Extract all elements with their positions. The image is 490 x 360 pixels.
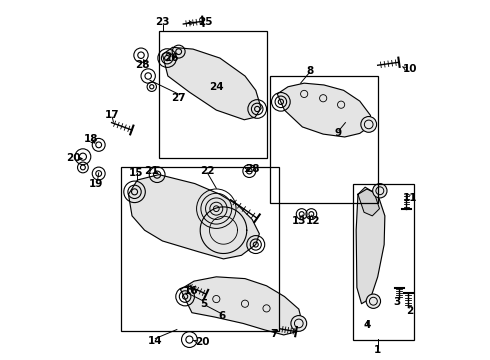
Text: 21: 21 (145, 166, 159, 176)
Text: 15: 15 (128, 168, 143, 178)
Circle shape (373, 184, 387, 198)
Text: 18: 18 (84, 134, 98, 144)
Text: 6: 6 (218, 311, 225, 321)
Polygon shape (180, 277, 302, 335)
Text: 19: 19 (89, 179, 103, 189)
Bar (122, 167, 279, 330)
Text: 10: 10 (403, 64, 417, 74)
Polygon shape (356, 189, 385, 304)
Text: 13: 13 (292, 216, 306, 226)
Text: 25: 25 (198, 17, 213, 27)
Text: 26: 26 (164, 53, 179, 63)
Bar (270, 76, 378, 203)
Circle shape (361, 117, 377, 132)
Polygon shape (277, 83, 370, 137)
Text: 3: 3 (394, 297, 401, 307)
Text: 1: 1 (374, 345, 381, 355)
Polygon shape (163, 47, 261, 120)
Text: 27: 27 (172, 93, 186, 103)
Text: 11: 11 (403, 193, 417, 203)
Text: 22: 22 (200, 166, 215, 176)
Text: 28: 28 (245, 164, 259, 174)
Text: 28: 28 (136, 60, 150, 70)
Text: 20: 20 (66, 153, 81, 163)
Bar (353, 184, 414, 339)
Text: 2: 2 (406, 306, 414, 316)
Text: 20: 20 (195, 337, 209, 347)
Text: 14: 14 (148, 336, 163, 346)
Circle shape (291, 316, 307, 331)
Text: 9: 9 (335, 129, 342, 138)
Text: 16: 16 (184, 286, 198, 296)
Bar (159, 31, 267, 158)
Text: 17: 17 (105, 111, 120, 121)
Polygon shape (358, 187, 379, 216)
Polygon shape (128, 175, 259, 259)
Text: 12: 12 (306, 216, 320, 226)
Text: 24: 24 (209, 82, 223, 92)
Text: 5: 5 (200, 299, 207, 309)
Text: 7: 7 (270, 329, 277, 339)
Text: 23: 23 (155, 17, 170, 27)
Text: 8: 8 (306, 66, 313, 76)
Circle shape (366, 294, 381, 309)
Text: 4: 4 (363, 320, 370, 330)
